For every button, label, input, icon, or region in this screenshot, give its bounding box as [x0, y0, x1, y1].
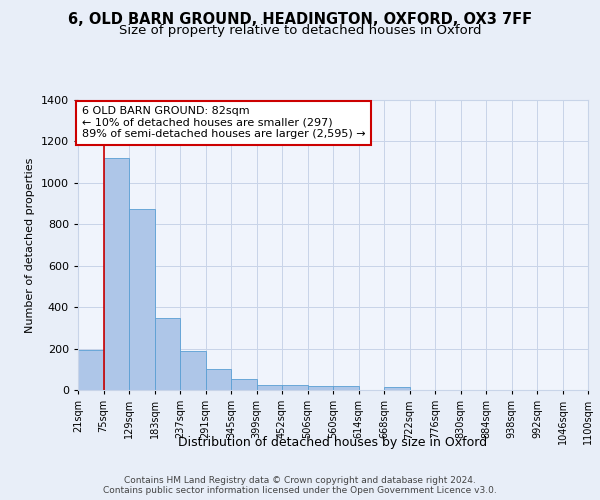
Text: Size of property relative to detached houses in Oxford: Size of property relative to detached ho… [119, 24, 481, 37]
Bar [129, 209, 155, 390]
Text: 6 OLD BARN GROUND: 82sqm
← 10% of detached houses are smaller (297)
89% of semi-: 6 OLD BARN GROUND: 82sqm ← 10% of detach… [82, 106, 365, 140]
Bar [257, 385, 282, 390]
Bar [155, 318, 180, 390]
Bar [282, 385, 308, 390]
Bar [231, 378, 257, 390]
Bar [205, 370, 231, 390]
Bar [78, 350, 104, 390]
Text: Distribution of detached houses by size in Oxford: Distribution of detached houses by size … [178, 436, 488, 449]
Y-axis label: Number of detached properties: Number of detached properties [25, 158, 35, 332]
Text: Contains HM Land Registry data © Crown copyright and database right 2024.
Contai: Contains HM Land Registry data © Crown c… [103, 476, 497, 495]
Text: 6, OLD BARN GROUND, HEADINGTON, OXFORD, OX3 7FF: 6, OLD BARN GROUND, HEADINGTON, OXFORD, … [68, 12, 532, 28]
Bar [104, 158, 129, 390]
Bar [333, 386, 359, 390]
Bar [180, 350, 205, 390]
Bar [308, 386, 333, 390]
Bar [384, 387, 409, 390]
